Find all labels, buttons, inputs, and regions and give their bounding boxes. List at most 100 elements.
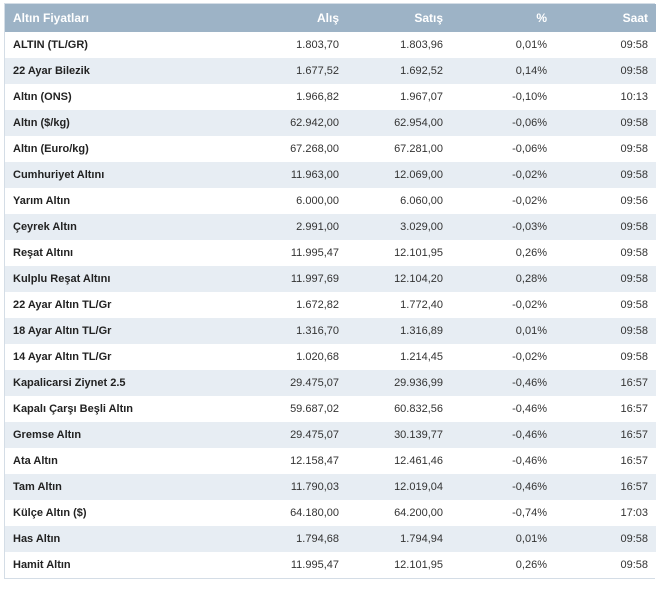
table-row: Has Altın 1.794,68 1.794,94 0,01% 09:58 xyxy=(5,526,656,552)
row-name: Hamit Altın xyxy=(13,559,71,571)
row-time: 09:58 xyxy=(620,559,648,571)
table-row: Ata Altın 12.158,47 12.461,46 -0,46% 16:57 xyxy=(5,448,656,474)
row-percent: 0,01% xyxy=(515,533,547,545)
row-buy: 29.475,07 xyxy=(290,377,339,389)
row-buy: 1.966,82 xyxy=(296,91,339,103)
row-name: Kapalı Çarşı Beşli Altın xyxy=(13,403,134,415)
row-name: Altın (ONS) xyxy=(13,91,72,103)
row-time: 16:57 xyxy=(620,481,648,493)
row-name: 22 Ayar Altın TL/Gr xyxy=(13,299,112,311)
row-name: ALTIN (TL/GR) xyxy=(13,39,88,51)
row-time: 16:57 xyxy=(620,455,648,467)
table-row: ALTIN (TL/GR) 1.803,70 1.803,96 0,01% 09:58 xyxy=(5,32,656,58)
row-percent: 0,26% xyxy=(515,247,547,259)
table-row: Altın (Euro/kg) 67.268,00 67.281,00 -0,06% 0… xyxy=(5,136,656,162)
row-percent: 0,01% xyxy=(515,39,547,51)
table-body: ALTIN (TL/GR) 1.803,70 1.803,96 0,01% 09:58 2… xyxy=(5,32,656,578)
table-row: Gremse Altın 29.475,07 30.139,77 -0,46% 16:5… xyxy=(5,422,656,448)
row-percent: -0,74% xyxy=(512,507,547,519)
row-percent: 0,26% xyxy=(515,559,547,571)
row-sell: 6.060,00 xyxy=(400,195,443,207)
row-time: 16:57 xyxy=(620,403,648,415)
row-buy: 67.268,00 xyxy=(290,143,339,155)
row-name: 18 Ayar Altın TL/Gr xyxy=(13,325,112,337)
header-name: Altın Fiyatları xyxy=(13,11,90,25)
row-sell: 62.954,00 xyxy=(394,117,443,129)
row-time: 16:57 xyxy=(620,377,648,389)
row-percent: 0,28% xyxy=(515,273,547,285)
header-row: Altın Fiyatları Alış Satış % Saat xyxy=(5,4,656,32)
table-row: Çeyrek Altın 2.991,00 3.029,00 -0,03% 09:58 xyxy=(5,214,656,240)
row-name: Külçe Altın ($) xyxy=(13,507,87,519)
row-sell: 1.316,89 xyxy=(400,325,443,337)
row-name: Kapalicarsi Ziynet 2.5 xyxy=(13,377,126,389)
row-percent: -0,06% xyxy=(512,117,547,129)
row-percent: -0,02% xyxy=(512,351,547,363)
row-name: Altın (Euro/kg) xyxy=(13,143,89,155)
row-sell: 12.101,95 xyxy=(394,247,443,259)
row-percent: 0,01% xyxy=(515,325,547,337)
row-name: Çeyrek Altın xyxy=(13,221,77,233)
header-sell: Satış xyxy=(414,11,443,25)
row-percent: -0,02% xyxy=(512,169,547,181)
table-row: 22 Ayar Bilezik 1.677,52 1.692,52 0,14% 09:5… xyxy=(5,58,656,84)
header-percent: % xyxy=(536,11,547,25)
row-buy: 1.672,82 xyxy=(296,299,339,311)
row-percent: -0,02% xyxy=(512,299,547,311)
table-row: Kapalicarsi Ziynet 2.5 29.475,07 29.936,99… xyxy=(5,370,656,396)
table-row: Cumhuriyet Altını 11.963,00 12.069,00 -0,02… xyxy=(5,162,656,188)
table-row: Hamit Altın 11.995,47 12.101,95 0,26% 09:58 xyxy=(5,552,656,578)
row-sell: 12.461,46 xyxy=(394,455,443,467)
row-buy: 64.180,00 xyxy=(290,507,339,519)
gold-prices-table-container: Altın Fiyatları Alış Satış % Saat ALTIN … xyxy=(4,3,656,579)
row-buy: 12.158,47 xyxy=(290,455,339,467)
row-time: 17:03 xyxy=(620,507,648,519)
row-buy: 1.316,70 xyxy=(296,325,339,337)
row-time: 09:58 xyxy=(620,117,648,129)
table-row: 14 Ayar Altın TL/Gr 1.020,68 1.214,45 -0,02… xyxy=(5,344,656,370)
row-time: 16:57 xyxy=(620,429,648,441)
row-percent: -0,03% xyxy=(512,221,547,233)
row-sell: 1.803,96 xyxy=(400,39,443,51)
row-sell: 1.692,52 xyxy=(400,65,443,77)
row-time: 10:13 xyxy=(620,91,648,103)
row-buy: 11.995,47 xyxy=(290,247,339,259)
row-buy: 6.000,00 xyxy=(296,195,339,207)
row-percent: -0,46% xyxy=(512,403,547,415)
row-percent: -0,02% xyxy=(512,195,547,207)
row-buy: 11.997,69 xyxy=(290,273,339,285)
row-name: Gremse Altın xyxy=(13,429,82,441)
row-buy: 1.794,68 xyxy=(296,533,339,545)
row-sell: 12.104,20 xyxy=(394,273,443,285)
row-sell: 1.214,45 xyxy=(400,351,443,363)
row-percent: -0,46% xyxy=(512,377,547,389)
row-sell: 30.139,77 xyxy=(394,429,443,441)
row-time: 09:56 xyxy=(620,195,648,207)
row-buy: 11.995,47 xyxy=(290,559,339,571)
row-buy: 1.803,70 xyxy=(296,39,339,51)
row-time: 09:58 xyxy=(620,299,648,311)
row-sell: 12.019,04 xyxy=(394,481,443,493)
row-sell: 67.281,00 xyxy=(394,143,443,155)
row-time: 09:58 xyxy=(620,169,648,181)
row-name: Reşat Altını xyxy=(13,247,74,259)
header-time: Saat xyxy=(622,11,648,25)
row-name: Yarım Altın xyxy=(13,195,71,207)
row-buy: 11.963,00 xyxy=(290,169,339,181)
row-buy: 62.942,00 xyxy=(290,117,339,129)
row-name: Has Altın xyxy=(13,533,61,545)
row-name: Cumhuriyet Altını xyxy=(13,169,105,181)
row-percent: -0,46% xyxy=(512,455,547,467)
row-time: 09:58 xyxy=(620,247,648,259)
row-time: 09:58 xyxy=(620,325,648,337)
row-name: Ata Altın xyxy=(13,455,58,467)
table-row: Külçe Altın ($) 64.180,00 64.200,00 -0,74% 1… xyxy=(5,500,656,526)
table-row: Altın ($/kg) 62.942,00 62.954,00 -0,06% 09:5… xyxy=(5,110,656,136)
row-percent: -0,46% xyxy=(512,429,547,441)
row-sell: 1.967,07 xyxy=(400,91,443,103)
row-time: 09:58 xyxy=(620,351,648,363)
row-time: 09:58 xyxy=(620,221,648,233)
row-sell: 12.101,95 xyxy=(394,559,443,571)
row-name: 14 Ayar Altın TL/Gr xyxy=(13,351,112,363)
row-buy: 2.991,00 xyxy=(296,221,339,233)
